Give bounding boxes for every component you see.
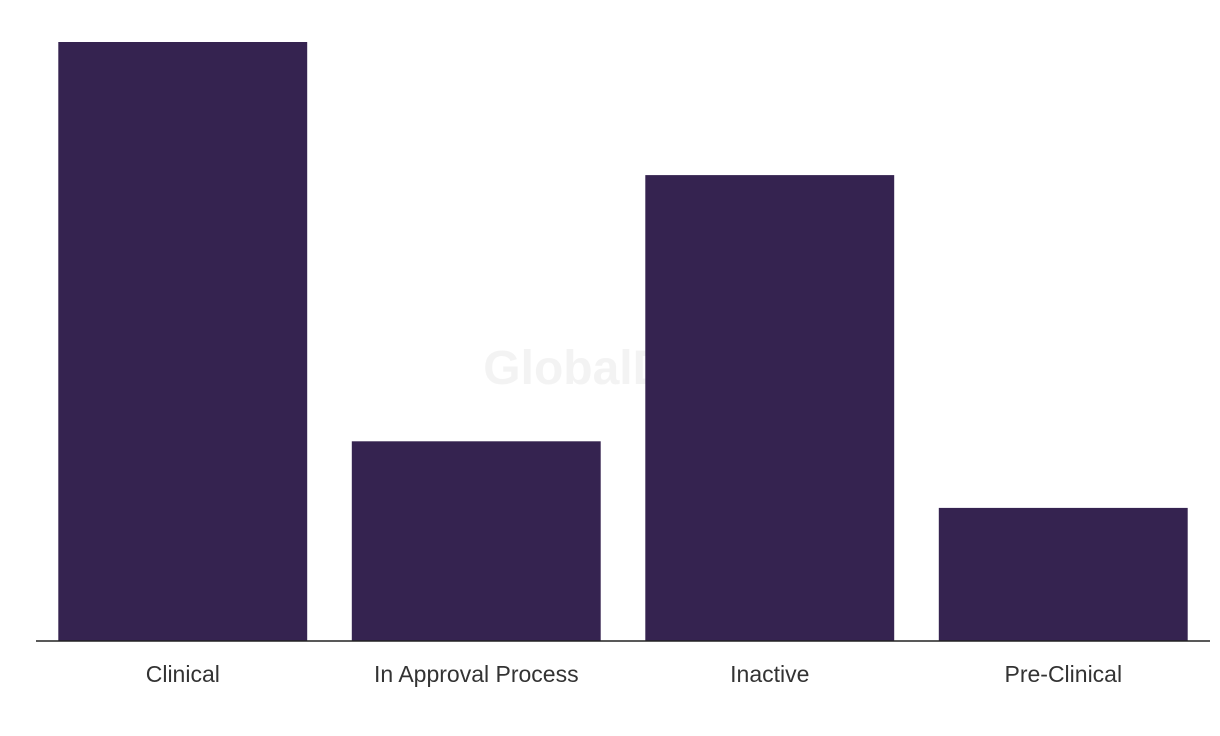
x-tick-label: Pre-Clinical xyxy=(1005,661,1123,687)
x-tick-label: In Approval Process xyxy=(374,661,579,687)
bar-clinical xyxy=(58,42,308,641)
bars-group xyxy=(58,42,1188,641)
category-labels-group: Clinical In Approval Process Inactive Pre-C… xyxy=(146,661,1122,687)
bar-in-approval-process xyxy=(351,441,601,641)
bar-pre-clinical xyxy=(938,507,1188,641)
x-tick-label: Clinical xyxy=(146,661,220,687)
bar-inactive xyxy=(645,175,895,641)
x-tick-label: Inactive xyxy=(730,661,809,687)
